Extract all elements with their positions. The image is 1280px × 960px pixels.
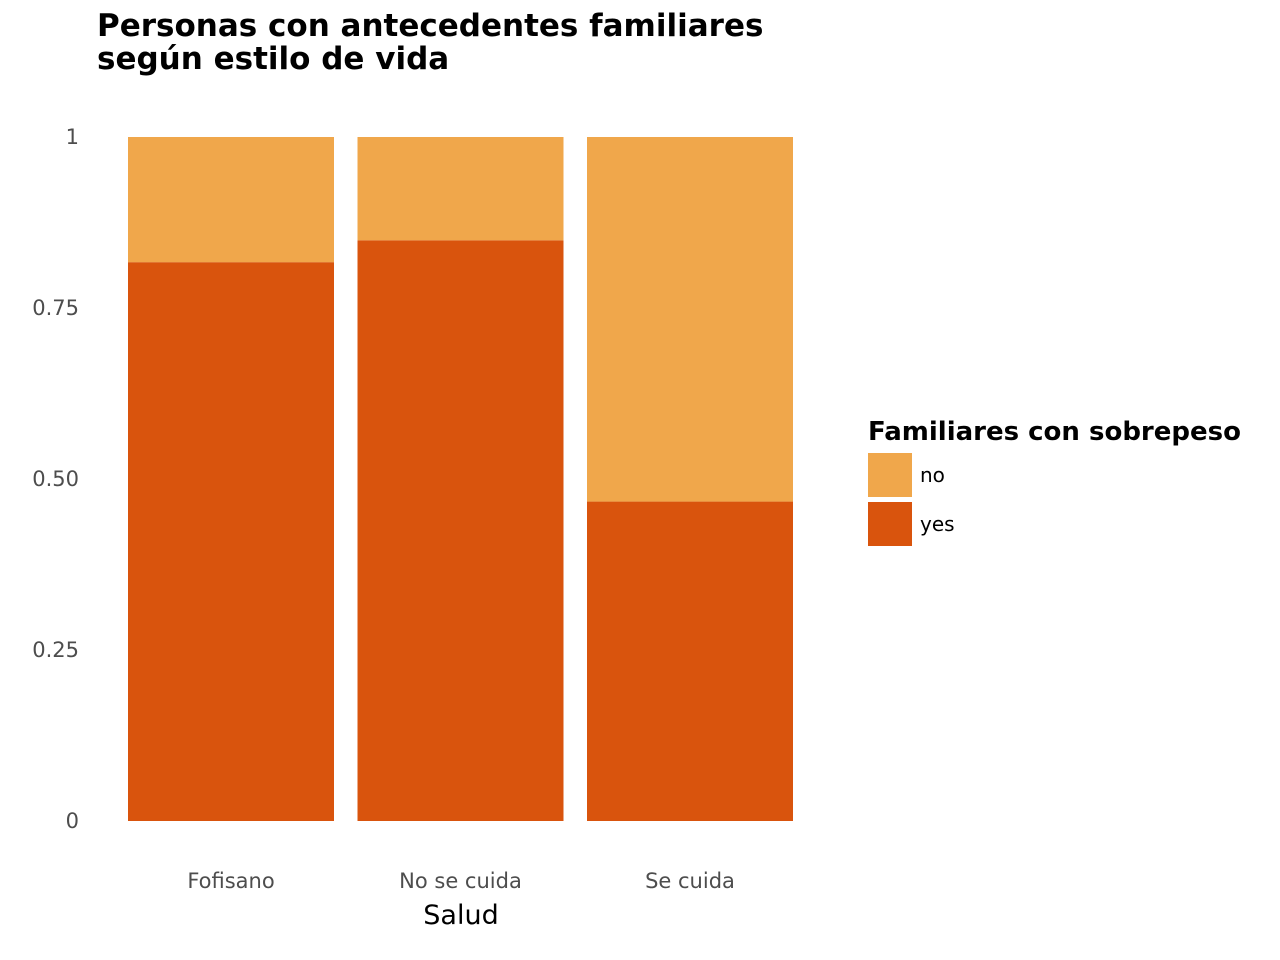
legend-item-yes: yes [868,502,1241,546]
chart-title: Personas con antecedentes familiares seg… [97,10,763,76]
legend-label-no: no [920,463,945,487]
bar-yes-fofisano [128,262,334,821]
legend-label-yes: yes [920,512,955,536]
y-tick-label: 0.50 [32,467,79,491]
bar-no-se-cuida [587,137,793,502]
y-tick-label: 0.25 [32,638,79,662]
bar-yes-se-cuida [587,501,793,821]
legend-swatch-yes [868,502,912,546]
bar-yes-no-se-cuida [357,240,564,821]
bars [128,137,793,821]
chart-title-line-2: según estilo de vida [97,41,450,77]
legend-item-no: no [868,453,1241,497]
legend: Familiares con sobrepeso no yes [868,416,1241,546]
x-tick-label: No se cuida [399,869,522,893]
x-axis-ticks: Fofisano No se cuida Se cuida [187,869,735,893]
y-tick-label: 0 [66,809,79,833]
chart-title-line-1: Personas con antecedentes familiares [97,8,764,44]
y-tick-label: 1 [66,125,79,149]
y-axis-ticks: 0 0.25 0.50 0.75 1 [32,125,79,833]
y-tick-label: 0.75 [32,296,79,320]
bar-no-no-se-cuida [357,137,564,241]
legend-swatch-no [868,453,912,497]
legend-title: Familiares con sobrepeso [868,417,1241,447]
x-tick-label: Se cuida [645,869,735,893]
bar-no-fofisano [128,137,334,263]
x-axis-label: Salud [423,900,499,931]
x-tick-label: Fofisano [187,869,274,893]
